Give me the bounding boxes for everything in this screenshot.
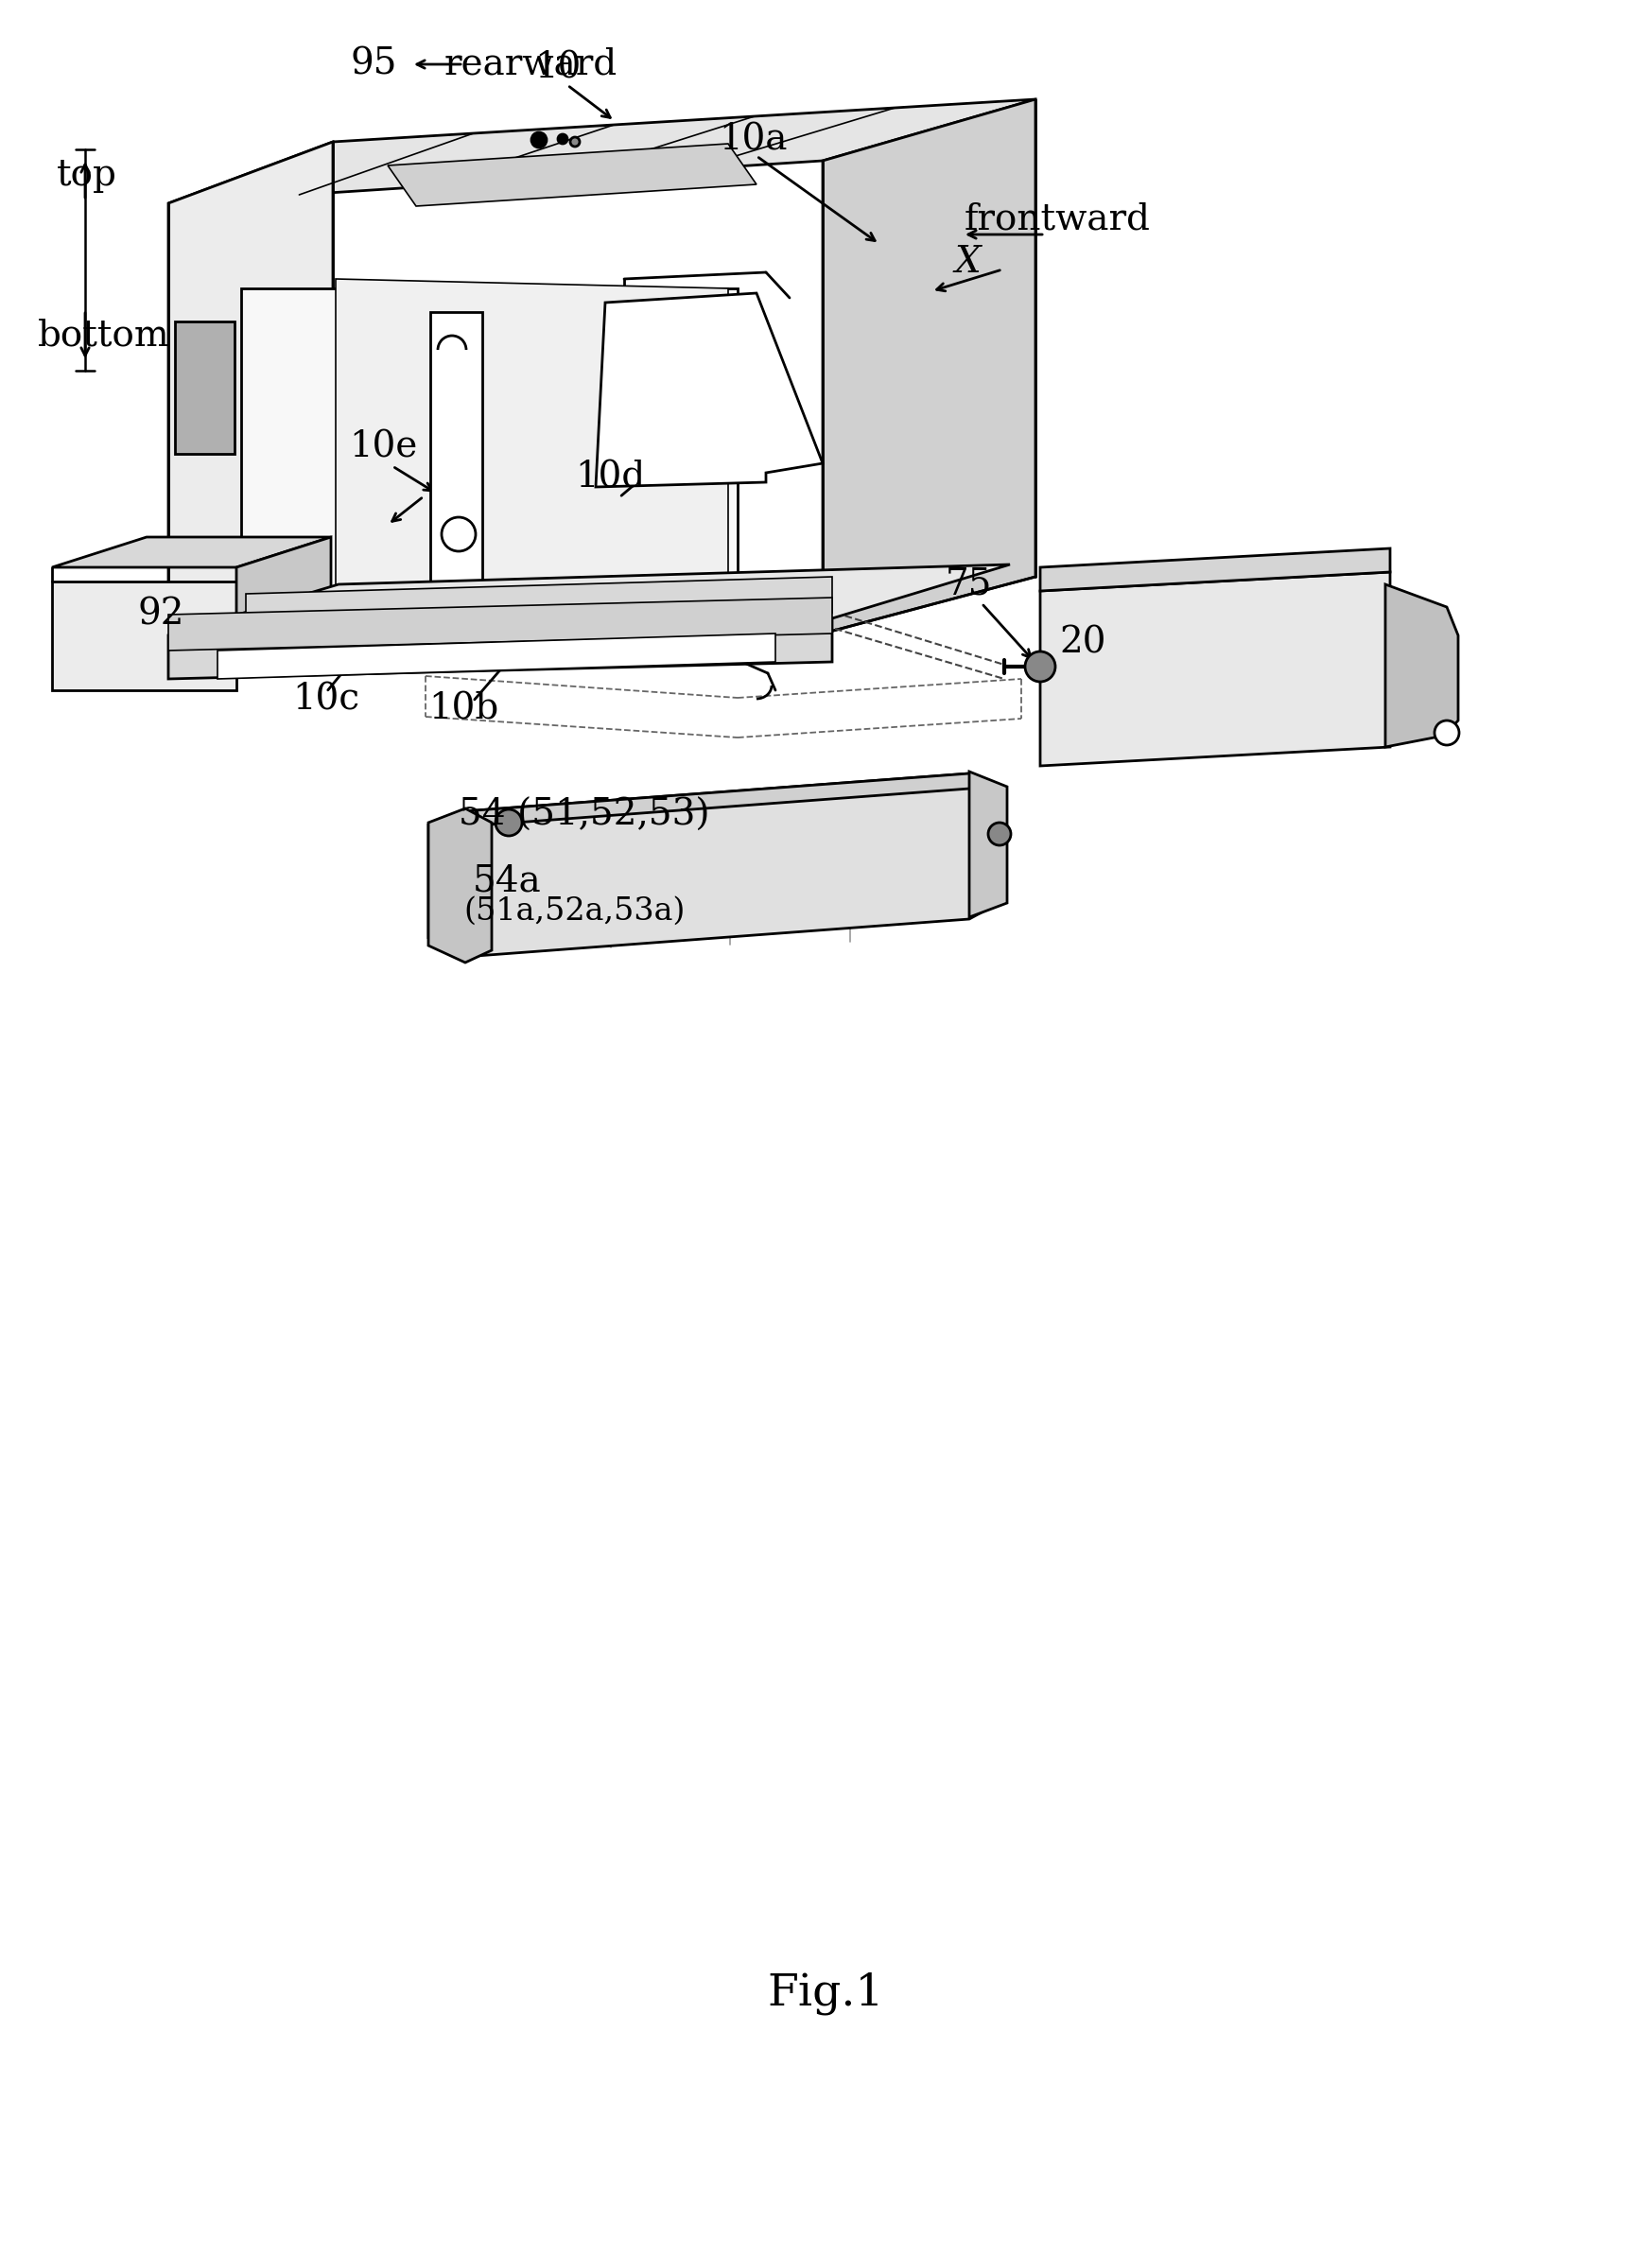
Text: bottom: bottom	[38, 318, 170, 352]
Polygon shape	[428, 774, 1004, 957]
Circle shape	[1434, 720, 1459, 745]
Polygon shape	[175, 320, 235, 454]
Polygon shape	[1041, 548, 1389, 591]
Text: 10b: 10b	[428, 691, 499, 727]
Polygon shape	[246, 578, 833, 630]
Text: 10e: 10e	[349, 429, 418, 465]
Circle shape	[1024, 652, 1056, 682]
Text: top: top	[56, 158, 117, 192]
Text: 10: 10	[535, 50, 582, 86]
Polygon shape	[241, 289, 737, 634]
Text: frontward: frontward	[965, 201, 1151, 237]
Polygon shape	[236, 537, 330, 677]
Circle shape	[558, 133, 567, 144]
Text: 20: 20	[1059, 625, 1105, 661]
Text: 10c: 10c	[292, 682, 360, 718]
Circle shape	[441, 517, 476, 551]
Text: 54a: 54a	[472, 864, 542, 898]
Text: (51a,52a,53a): (51a,52a,53a)	[463, 896, 686, 928]
Circle shape	[988, 822, 1011, 846]
Polygon shape	[388, 144, 757, 205]
Polygon shape	[335, 280, 729, 634]
Text: 10d: 10d	[575, 460, 644, 494]
Polygon shape	[169, 618, 833, 679]
Polygon shape	[169, 598, 833, 650]
Polygon shape	[218, 634, 775, 679]
Text: 75: 75	[947, 567, 993, 603]
Polygon shape	[51, 582, 236, 691]
Text: rearward: rearward	[444, 47, 618, 81]
Text: 92: 92	[137, 598, 183, 632]
Polygon shape	[1041, 571, 1389, 765]
Circle shape	[570, 138, 580, 147]
Polygon shape	[463, 774, 995, 824]
Polygon shape	[428, 808, 492, 961]
Polygon shape	[970, 772, 1008, 916]
Text: Fig.1: Fig.1	[767, 1973, 884, 2016]
Polygon shape	[169, 142, 332, 682]
Polygon shape	[430, 311, 482, 605]
Polygon shape	[1386, 585, 1459, 747]
Polygon shape	[51, 537, 330, 567]
Text: 95: 95	[350, 47, 396, 81]
Circle shape	[532, 133, 547, 147]
Text: 54 (51,52,53): 54 (51,52,53)	[459, 797, 710, 833]
Polygon shape	[169, 564, 1009, 636]
Circle shape	[496, 810, 522, 835]
Polygon shape	[596, 293, 823, 488]
Text: X: X	[955, 246, 981, 280]
Polygon shape	[823, 99, 1036, 634]
Text: 10a: 10a	[719, 122, 788, 158]
Polygon shape	[169, 99, 1036, 203]
